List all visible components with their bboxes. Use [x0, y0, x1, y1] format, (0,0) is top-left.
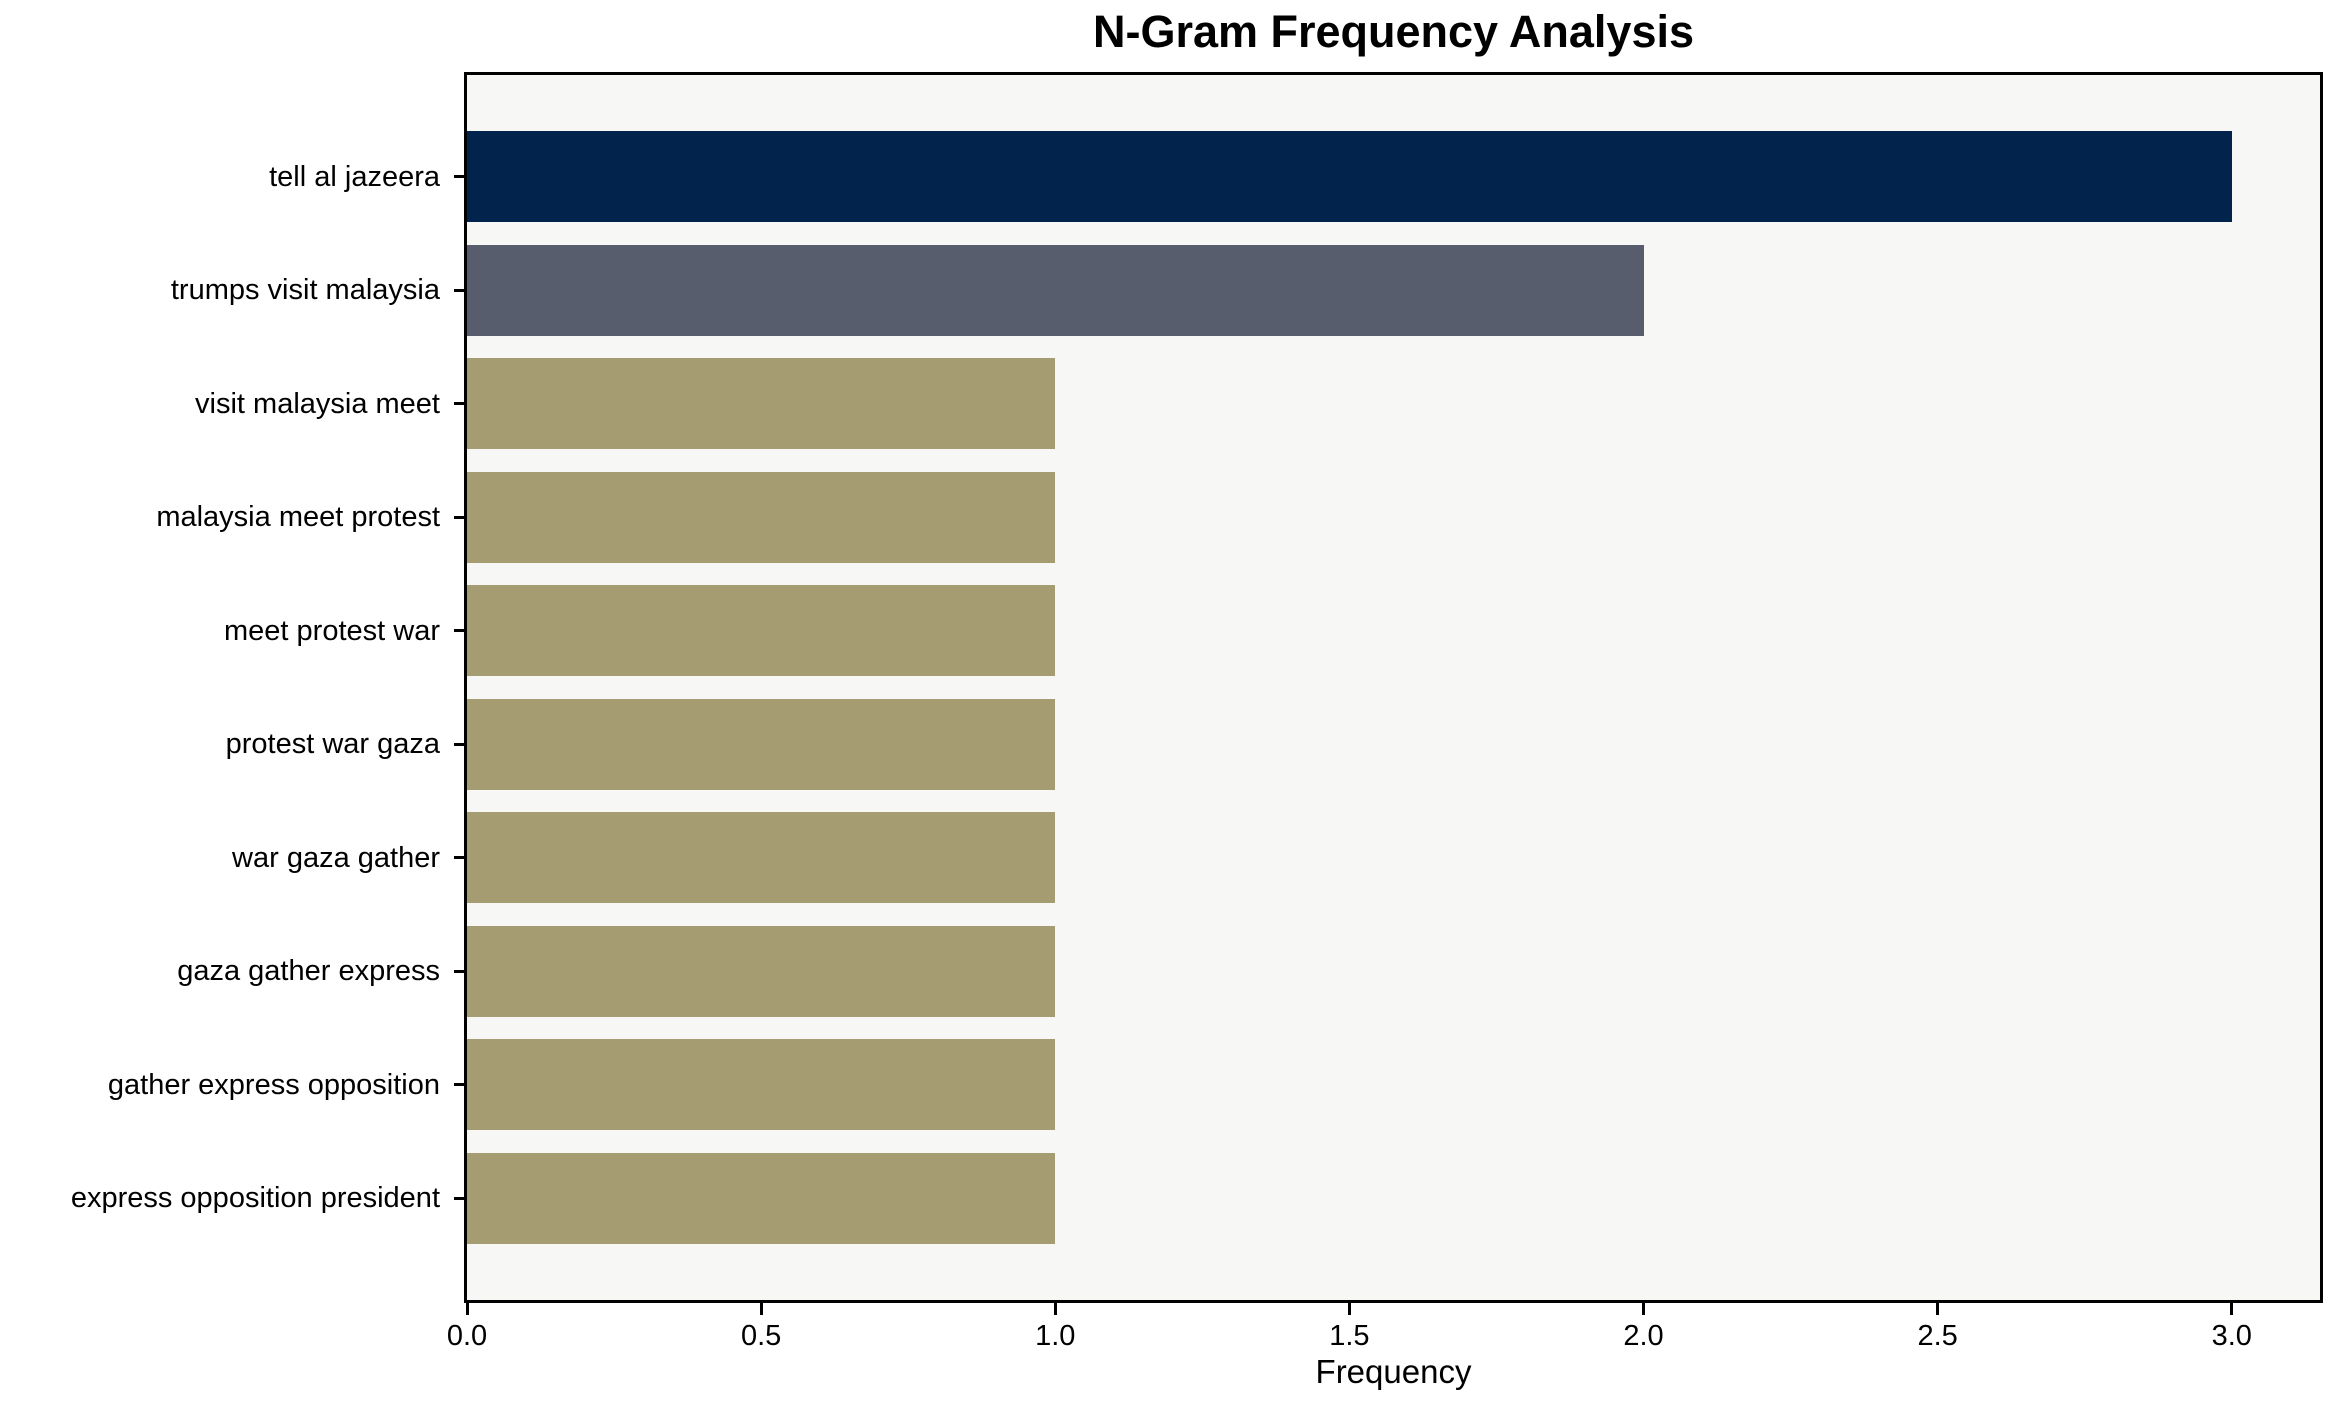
x-tick-label: 2.0 [1623, 1320, 1664, 1352]
x-tick-mark [465, 1303, 469, 1315]
y-tick-mark [454, 742, 464, 746]
x-tick-label: 2.5 [1917, 1320, 1958, 1352]
y-tick-label-tell-al-jazeera: tell al jazeera [269, 160, 440, 193]
y-tick-label-meet-protest-war: meet protest war [224, 614, 440, 647]
y-tick-mark [454, 1083, 464, 1087]
x-tick-mark [2230, 1303, 2234, 1315]
y-tick-label-trumps-visit-malaysia: trumps visit malaysia [170, 274, 440, 307]
y-tick-label-gaza-gather-express: gaza gather express [177, 955, 440, 988]
y-tick-mark [454, 402, 464, 406]
y-tick-mark [454, 175, 464, 179]
bar-gather-express-opposition [467, 1039, 1056, 1131]
bar-visit-malaysia-meet [467, 358, 1056, 450]
y-tick-label-express-opposition-president: express opposition president [70, 1182, 440, 1215]
x-tick-mark [759, 1303, 763, 1315]
bar-express-opposition-president [467, 1152, 1056, 1244]
bar-tell-al-jazeera [467, 131, 2232, 223]
y-tick-label-war-gaza-gather: war gaza gather [232, 841, 440, 874]
y-tick-label-protest-war-gaza: protest war gaza [225, 728, 440, 761]
y-tick-mark [454, 969, 464, 973]
y-tick-label-malaysia-meet-protest: malaysia meet protest [156, 501, 440, 534]
x-tick-mark [1642, 1303, 1645, 1315]
x-tick-label: 1.0 [1035, 1320, 1076, 1352]
x-tick-mark [1053, 1303, 1057, 1315]
bar-malaysia-meet-protest [467, 471, 1056, 563]
bar-war-gaza-gather [467, 812, 1056, 904]
x-tick-label: 1.5 [1329, 1320, 1370, 1352]
x-tick-mark [1347, 1303, 1351, 1315]
y-tick-mark [454, 856, 464, 860]
y-tick-mark [454, 515, 464, 519]
bar-protest-war-gaza [467, 698, 1056, 790]
bar-meet-protest-war [467, 585, 1056, 677]
chart-title: N-Gram Frequency Analysis [1092, 6, 1695, 57]
bar-gaza-gather-express [467, 925, 1056, 1017]
x-tick-mark [1936, 1303, 1940, 1315]
x-tick-label: 0.0 [446, 1320, 488, 1352]
y-tick-label-gather-express-opposition: gather express opposition [107, 1068, 440, 1101]
y-tick-mark [454, 1196, 464, 1200]
bar-trumps-visit-malaysia [467, 244, 1644, 336]
x-tick-label: 3.0 [2211, 1320, 2252, 1352]
x-axis-title: Frequency [1315, 1353, 1472, 1390]
x-tick-label: 0.5 [740, 1320, 782, 1352]
y-tick-label-visit-malaysia-meet: visit malaysia meet [195, 387, 440, 420]
y-tick-mark [454, 288, 464, 292]
y-tick-mark [454, 629, 464, 633]
